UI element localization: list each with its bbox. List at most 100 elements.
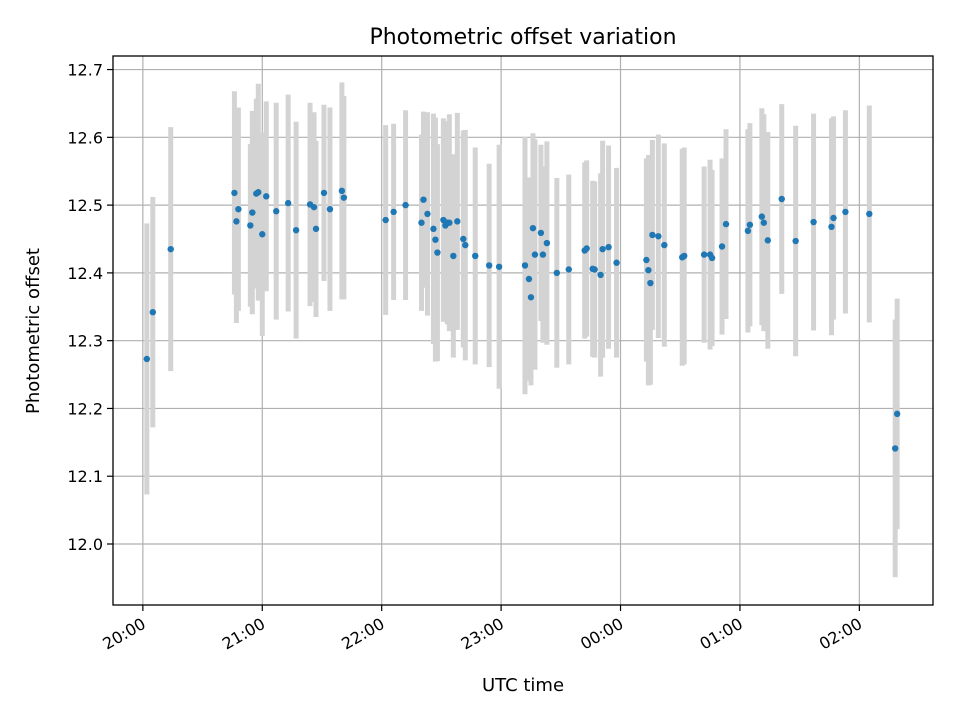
data-point: [893, 410, 901, 418]
data-point: [583, 245, 590, 252]
data-point: [591, 266, 598, 273]
data-point: [830, 214, 837, 222]
data-point: [597, 271, 604, 279]
data-point: [649, 231, 656, 239]
data-point: [149, 309, 157, 316]
error-bars: [144, 82, 900, 578]
data-point: [645, 266, 652, 274]
y-tick-label: 12.6: [67, 128, 103, 147]
chart-title: Photometric offset variation: [369, 25, 676, 50]
data-point: [485, 262, 493, 269]
x-tick-label: 22:00: [338, 614, 387, 654]
y-tick-label: 12.1: [67, 467, 103, 486]
data-point: [430, 225, 437, 233]
y-axis-label: Photometric offset: [23, 248, 44, 414]
data-point: [708, 254, 716, 262]
data-point: [760, 219, 768, 226]
data-point: [434, 249, 441, 256]
data-point: [792, 237, 799, 245]
x-tick-label: 20:00: [99, 614, 148, 654]
data-point: [446, 219, 453, 226]
data-point: [543, 239, 551, 247]
data-point: [450, 252, 457, 260]
data-point: [167, 245, 174, 253]
data-point: [828, 223, 835, 230]
data-point: [235, 205, 242, 213]
x-axis-label: UTC time: [482, 675, 564, 696]
y-tick-label: 12.0: [67, 535, 103, 554]
x-tick-label: 01:00: [697, 614, 746, 654]
y-tick-label: 12.5: [67, 196, 103, 215]
y-tick-label: 12.3: [67, 332, 103, 351]
data-point: [143, 355, 151, 363]
data-point: [700, 251, 708, 258]
data-point: [599, 245, 606, 253]
data-point: [521, 262, 529, 269]
data-point: [647, 279, 654, 287]
data-point: [681, 252, 688, 260]
data-point: [842, 208, 849, 216]
data-point: [402, 201, 409, 209]
data-point: [263, 193, 270, 200]
data-point: [891, 445, 899, 452]
data-point: [537, 229, 545, 237]
data-point: [462, 241, 469, 249]
data-point: [432, 236, 439, 243]
data-point: [340, 194, 348, 201]
data-point: [866, 210, 873, 218]
data-point: [531, 251, 539, 258]
data-point: [338, 187, 346, 195]
data-point: [744, 227, 752, 235]
data-point: [643, 256, 650, 264]
y-tick-label: 12.2: [67, 399, 103, 418]
data-point: [472, 252, 479, 260]
data-point: [764, 237, 772, 244]
data-point: [527, 294, 535, 301]
data-point: [778, 195, 785, 203]
data-point: [553, 269, 561, 277]
y-axis: 12.0 12.1 12.2 12.3 12.4 12.5 12.6 12.7: [67, 61, 113, 554]
data-point: [284, 199, 292, 207]
data-point: [310, 203, 318, 211]
data-point: [810, 218, 817, 226]
data-point: [454, 218, 461, 225]
data-point: [565, 266, 572, 273]
data-point: [718, 243, 726, 250]
data-point: [529, 224, 537, 232]
data-point: [655, 233, 662, 240]
data-point: [525, 275, 533, 283]
x-tick-label: 00:00: [577, 614, 626, 654]
y-tick-label: 12.4: [67, 264, 103, 283]
data-point: [605, 243, 612, 251]
data-points: [143, 187, 901, 452]
x-axis: 20:00 21:00 22:00 23:00 00:00 01:00 02:00: [99, 605, 865, 654]
data-point: [382, 216, 389, 224]
data-point: [495, 263, 503, 270]
data-point: [273, 208, 280, 215]
data-point: [420, 196, 427, 203]
data-point: [539, 251, 547, 258]
x-tick-label: 02:00: [816, 614, 865, 654]
data-point: [233, 218, 240, 225]
y-tick-label: 12.7: [67, 61, 103, 80]
x-tick-label: 21:00: [219, 614, 268, 654]
data-point: [292, 226, 300, 234]
data-point: [259, 231, 266, 238]
data-point: [312, 225, 320, 233]
data-point: [247, 222, 254, 229]
x-tick-label: 23:00: [458, 614, 507, 654]
data-point: [722, 220, 730, 228]
data-point: [661, 241, 668, 249]
data-point: [255, 189, 262, 196]
data-point: [746, 221, 754, 228]
plot-frame: [112, 55, 934, 606]
data-point: [390, 208, 397, 216]
data-point: [424, 210, 431, 218]
data-point: [613, 259, 620, 266]
data-point: [758, 213, 766, 220]
data-point: [460, 235, 467, 243]
data-point: [418, 219, 425, 226]
data-point: [249, 209, 256, 216]
data-point: [231, 189, 238, 197]
